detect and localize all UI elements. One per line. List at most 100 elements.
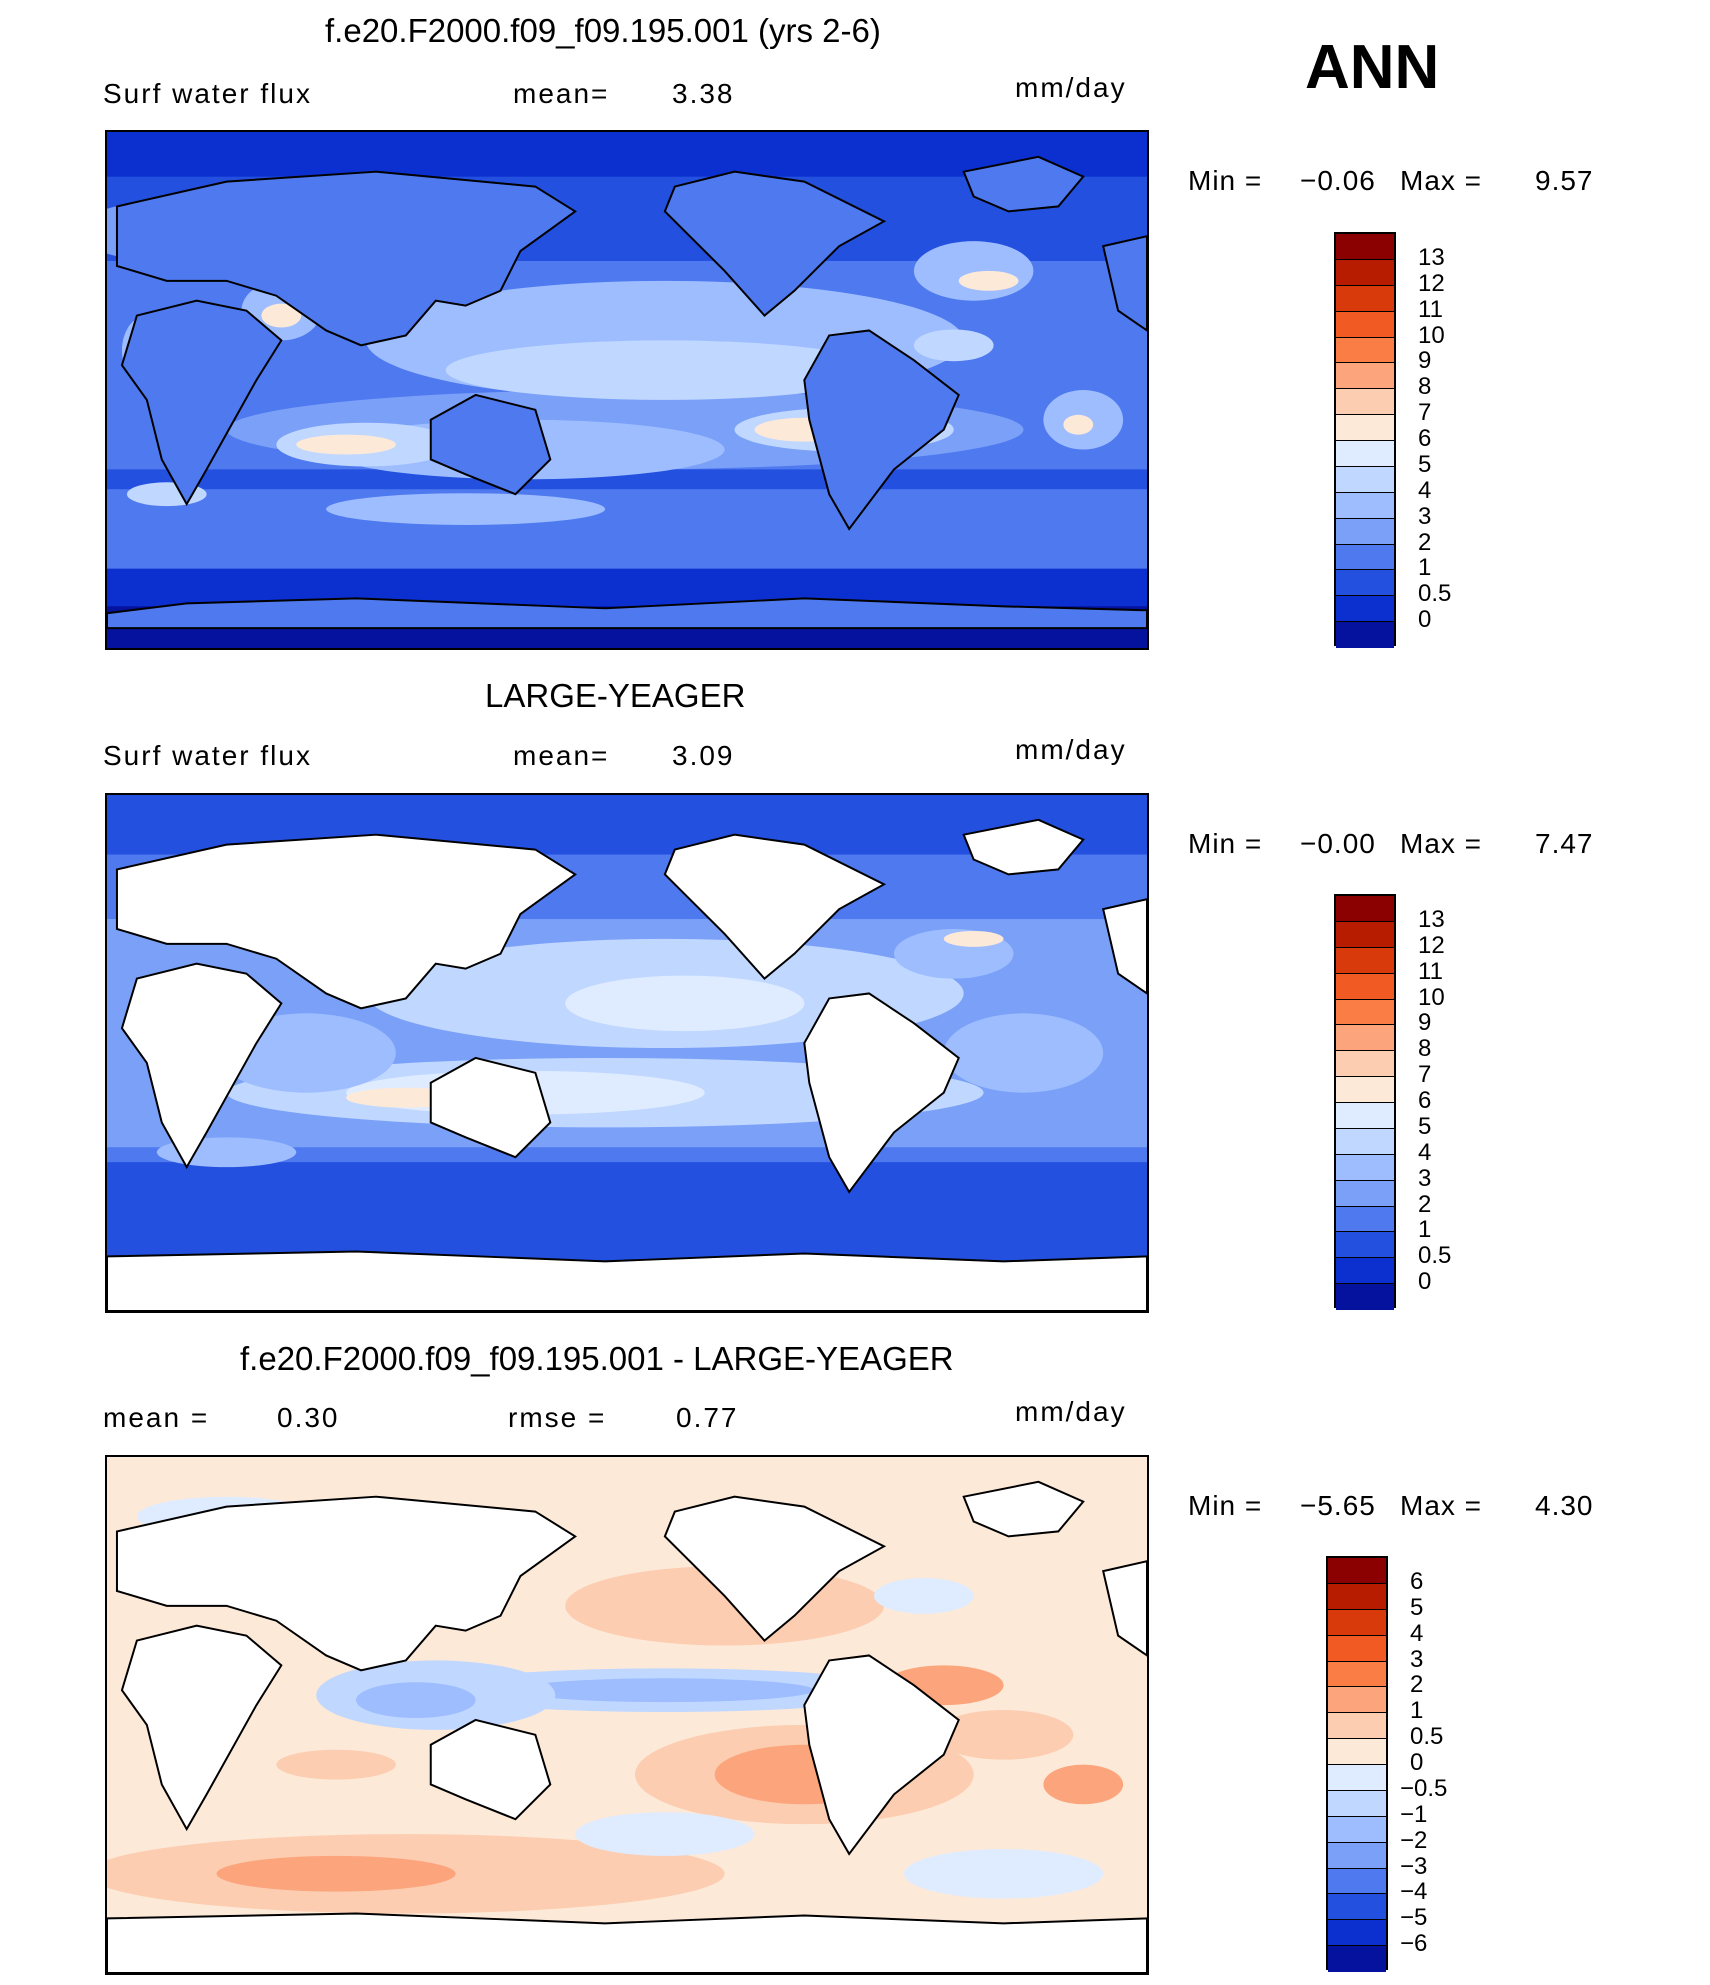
colorbar-tick-label: 1 (1418, 1216, 1432, 1244)
colorbar-tick-label: 2 (1418, 1190, 1432, 1218)
colorbar-tick-label: −1 (1400, 1800, 1428, 1828)
colorbar-segment (1336, 896, 1394, 922)
colorbar-tick-label: −2 (1400, 1826, 1428, 1854)
colorbar-segment (1328, 1816, 1386, 1843)
colorbar-tick-label: 13 (1418, 905, 1445, 933)
colorbar-segment (1336, 1206, 1394, 1233)
colorbar-tick-label: 0.5 (1410, 1723, 1444, 1751)
colorbar-tick-label: −6 (1400, 1930, 1428, 1958)
colorbar-segment (1328, 1868, 1386, 1895)
colorbar-tick-label: 0 (1418, 1268, 1432, 1296)
colorbar-tick-label: 2 (1410, 1671, 1424, 1699)
colorbar-segment (1336, 234, 1394, 260)
colorbar-segment (1336, 1128, 1394, 1155)
colorbar-segment (1336, 1232, 1394, 1259)
panel-3-mean-value: 0.30 (277, 1402, 340, 1433)
colorbar-segment (1336, 466, 1394, 493)
colorbar-segment (1328, 1790, 1386, 1817)
colorbar-tick-label: 0.5 (1418, 1242, 1452, 1270)
panel-2-units: mm/day (1015, 734, 1127, 765)
panel-3-mean-label: mean = (103, 1402, 210, 1433)
colorbar-tick-label: 11 (1418, 295, 1443, 323)
colorbar-tick-label: 11 (1418, 957, 1443, 985)
colorbar-segment (1336, 973, 1394, 1000)
colorbar-tick-label: 3 (1418, 1164, 1432, 1192)
panel-1-mean-label: mean= (513, 78, 610, 109)
colorbar-segment (1336, 1180, 1394, 1207)
panel-2-title: LARGE-YEAGER (485, 677, 746, 714)
colorbar-tick-label: 0 (1418, 606, 1432, 634)
panel-1-max-value: 9.57 (1535, 165, 1594, 196)
colorbar-tick-label: 4 (1418, 1138, 1432, 1166)
colorbar-tick-label: 10 (1418, 983, 1445, 1011)
colorbar-segment (1328, 1920, 1386, 1947)
panel-3-map-svg (107, 1457, 1147, 1973)
colorbar-tick-label: 10 (1418, 321, 1445, 349)
colorbar-segment (1336, 1025, 1394, 1052)
panel-1-colorbar (1334, 232, 1396, 648)
colorbar-segment (1336, 999, 1394, 1026)
panel-1-map (105, 130, 1149, 650)
colorbar-tick-label: −0.5 (1400, 1774, 1448, 1802)
colorbar-tick-label: 9 (1418, 1009, 1432, 1037)
colorbar-segment (1336, 337, 1394, 364)
panel-1-title: f.e20.F2000.f09_f09.195.001 (yrs 2-6) (325, 12, 881, 49)
colorbar-tick-label: 0.5 (1418, 580, 1452, 608)
colorbar-tick-label: 8 (1418, 373, 1432, 401)
colorbar-segment (1328, 1609, 1386, 1636)
colorbar-segment (1328, 1946, 1386, 1972)
colorbar-tick-label: −3 (1400, 1852, 1428, 1880)
panel-1-units: mm/day (1015, 72, 1127, 103)
colorbar-tick-label: 4 (1410, 1619, 1424, 1647)
colorbar-segment (1328, 1842, 1386, 1869)
colorbar-segment (1336, 1284, 1394, 1310)
panel-3-min-label: Min = (1188, 1490, 1263, 1521)
colorbar-segment (1336, 1103, 1394, 1129)
colorbar-segment (1336, 570, 1394, 597)
panel-2-mean-value: 3.09 (672, 740, 735, 771)
panel-3-min-value: −5.65 (1300, 1490, 1376, 1521)
colorbar-segment (1336, 1154, 1394, 1181)
colorbar-segment (1336, 389, 1394, 416)
colorbar-segment (1336, 947, 1394, 974)
colorbar-tick-label: −5 (1400, 1904, 1428, 1932)
colorbar-tick-label: 3 (1410, 1645, 1424, 1673)
colorbar-tick-label: 1 (1410, 1697, 1424, 1725)
colorbar-tick-label: 8 (1418, 1035, 1432, 1063)
colorbar-segment (1336, 259, 1394, 286)
colorbar-tick-label: 6 (1418, 425, 1432, 452)
colorbar-segment (1328, 1635, 1386, 1662)
colorbar-tick-label: 12 (1418, 931, 1445, 959)
panel-2-min-label: Min = (1188, 828, 1263, 859)
panel-1-max-label: Max = (1400, 165, 1483, 196)
colorbar-tick-label: 5 (1410, 1593, 1424, 1621)
colorbar-tick-label: 13 (1418, 243, 1445, 271)
panel-2-max-value: 7.47 (1535, 828, 1594, 859)
colorbar-segment (1336, 1258, 1394, 1285)
panel-1-min-label: Min = (1188, 165, 1263, 196)
panel-3-rmse-value: 0.77 (676, 1402, 739, 1433)
colorbar-segment (1336, 921, 1394, 948)
panel-3-map (105, 1455, 1149, 1975)
season-label: ANN (1305, 33, 1440, 102)
colorbar-tick-label: 6 (1418, 1087, 1432, 1114)
colorbar-segment (1336, 518, 1394, 545)
panel-3-max-label: Max = (1400, 1490, 1483, 1521)
panel-2-variable-label: Surf water flux (103, 740, 312, 771)
colorbar-segment (1328, 1713, 1386, 1740)
colorbar-tick-label: 4 (1418, 476, 1432, 504)
colorbar-tick-label: 0 (1410, 1749, 1424, 1776)
colorbar-tick-label: 9 (1418, 347, 1432, 375)
colorbar-tick-label: 7 (1418, 1061, 1432, 1089)
panel-3-units: mm/day (1015, 1396, 1127, 1427)
colorbar-segment (1328, 1583, 1386, 1610)
colorbar-tick-label: 2 (1418, 528, 1432, 556)
colorbar-segment (1336, 544, 1394, 571)
colorbar-tick-label: 12 (1418, 269, 1445, 297)
colorbar-segment (1336, 492, 1394, 519)
colorbar-tick-label: 3 (1418, 502, 1432, 530)
panel-1-variable-label: Surf water flux (103, 78, 312, 109)
colorbar-segment (1336, 415, 1394, 441)
colorbar-segment (1328, 1687, 1386, 1714)
colorbar-segment (1336, 596, 1394, 623)
